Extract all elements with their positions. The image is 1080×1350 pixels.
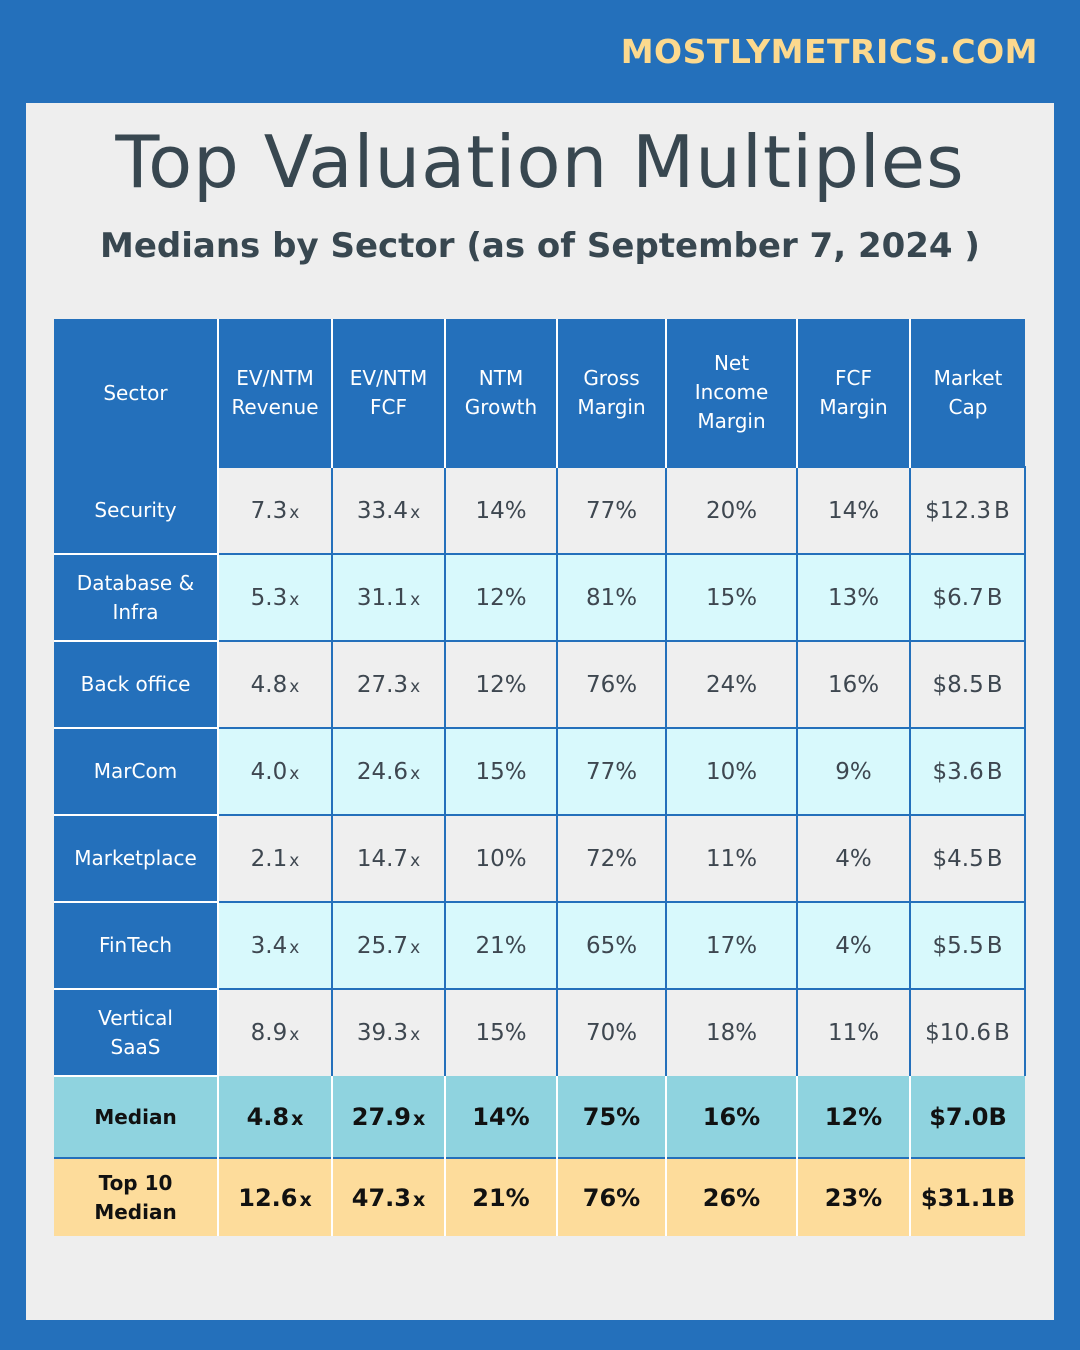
sector-cell: MarCom xyxy=(54,728,219,816)
fcf-margin-cell: 4% xyxy=(796,814,911,903)
ev-ntm-fcf-cell: 39.3 x xyxy=(331,988,446,1076)
table-row: Security 7.3 x 33.4 x 14% 77% 20% 14% $12.3 B xyxy=(54,466,1026,555)
table-row: MarCom 4.0 x 24.6 x 15% 77% 10% 9% $3.6 B xyxy=(54,727,1026,816)
sector-cell: Vertical SaaS xyxy=(54,989,219,1077)
sector-cell: Back office xyxy=(54,641,219,729)
sector-cell: Database & Infra xyxy=(54,554,219,642)
ev-ntm-revenue-cell: 4.8 x xyxy=(217,640,333,729)
top10-fcf-margin: 23% xyxy=(797,1157,911,1236)
median-ev-fcf: 27.9 x xyxy=(332,1076,446,1158)
ev-ntm-fcf-cell: 24.6 x xyxy=(331,727,446,816)
gross-margin-cell: 76% xyxy=(556,640,667,729)
table-row: Vertical SaaS 8.9 x 39.3 x 15% 70% 18% 11% $10.6 B xyxy=(54,988,1026,1077)
table-header-row: Sector EV/NTM Revenue EV/NTM FCF NTM Growth… xyxy=(54,319,1025,467)
fcf-margin-cell: 14% xyxy=(796,466,911,555)
col-header-fcf-margin: FCF Margin xyxy=(797,319,911,467)
sector-cell: Marketplace xyxy=(54,815,219,903)
top10-median-label: Top 10 Median xyxy=(54,1157,219,1236)
gross-margin-cell: 70% xyxy=(556,988,667,1076)
ev-ntm-revenue-cell: 3.4 x xyxy=(217,901,333,990)
median-row: Median 4.8 x 27.9 x 14% 75% 16% 12% $7.0B xyxy=(54,1076,1025,1158)
ev-ntm-revenue-cell: 2.1 x xyxy=(217,814,333,903)
median-label: Median xyxy=(54,1076,219,1158)
market-cap-cell: $12.3 B xyxy=(909,466,1026,555)
table-row: Back office 4.8 x 27.3 x 12% 76% 24% 16% $8.5 B xyxy=(54,640,1026,729)
col-header-sector: Sector xyxy=(54,319,219,467)
page-title: Top Valuation Multiples xyxy=(115,120,965,204)
ntm-growth-cell: 15% xyxy=(444,988,558,1076)
ntm-growth-cell: 15% xyxy=(444,727,558,816)
ev-ntm-fcf-cell: 25.7 x xyxy=(331,901,446,990)
ev-ntm-revenue-cell: 7.3 x xyxy=(217,466,333,555)
top10-gross-margin: 76% xyxy=(557,1157,667,1236)
median-ntm-growth: 14% xyxy=(445,1076,558,1158)
ev-ntm-revenue-cell: 8.9 x xyxy=(217,988,333,1076)
top10-ev-revenue: 12.6 x xyxy=(218,1157,333,1236)
net-income-margin-cell: 24% xyxy=(665,640,798,729)
market-cap-cell: $4.5 B xyxy=(909,814,1026,903)
top10-market-cap: $31.1B xyxy=(910,1157,1025,1236)
median-net-income-margin: 16% xyxy=(666,1076,798,1158)
net-income-margin-cell: 20% xyxy=(665,466,798,555)
market-cap-cell: $5.5 B xyxy=(909,901,1026,990)
col-header-ev-ntm-fcf: EV/NTM FCF xyxy=(332,319,446,467)
sector-cell: FinTech xyxy=(54,902,219,990)
col-header-net-income-margin: Net Income Margin xyxy=(666,319,798,467)
table-row: FinTech 3.4 x 25.7 x 21% 65% 17% 4% $5.5 B xyxy=(54,901,1026,990)
ntm-growth-cell: 12% xyxy=(444,640,558,729)
top10-ev-fcf: 47.3 x xyxy=(332,1157,446,1236)
median-market-cap: $7.0B xyxy=(910,1076,1025,1158)
table-row: Marketplace 2.1 x 14.7 x 10% 72% 11% 4% $4.5 B xyxy=(54,814,1026,903)
col-header-gross-margin: Gross Margin xyxy=(557,319,667,467)
table-row: Database & Infra 5.3 x 31.1 x 12% 81% 15% 13% $6.7… xyxy=(54,553,1026,642)
ntm-growth-cell: 10% xyxy=(444,814,558,903)
page-subtitle: Medians by Sector (as of September 7, 20… xyxy=(100,226,980,266)
median-ev-revenue: 4.8 x xyxy=(218,1076,333,1158)
market-cap-cell: $8.5 B xyxy=(909,640,1026,729)
col-header-ev-ntm-revenue: EV/NTM Revenue xyxy=(218,319,333,467)
gross-margin-cell: 72% xyxy=(556,814,667,903)
ntm-growth-cell: 21% xyxy=(444,901,558,990)
ev-ntm-fcf-cell: 31.1 x xyxy=(331,553,446,642)
gross-margin-cell: 77% xyxy=(556,466,667,555)
fcf-margin-cell: 9% xyxy=(796,727,911,816)
net-income-margin-cell: 17% xyxy=(665,901,798,990)
top10-median-row: Top 10 Median 12.6 x 47.3 x 21% 76% 26% 23%… xyxy=(54,1157,1025,1236)
ev-ntm-fcf-cell: 27.3 x xyxy=(331,640,446,729)
fcf-margin-cell: 4% xyxy=(796,901,911,990)
sector-cell: Security xyxy=(54,467,219,555)
ev-ntm-revenue-cell: 4.0 x xyxy=(217,727,333,816)
market-cap-cell: $6.7 B xyxy=(909,553,1026,642)
fcf-margin-cell: 16% xyxy=(796,640,911,729)
ntm-growth-cell: 12% xyxy=(444,553,558,642)
brand-logo-text: MOSTLYMETRICS.COM xyxy=(620,32,1038,71)
market-cap-cell: $3.6 B xyxy=(909,727,1026,816)
fcf-margin-cell: 11% xyxy=(796,988,911,1076)
gross-margin-cell: 77% xyxy=(556,727,667,816)
top10-ntm-growth: 21% xyxy=(445,1157,558,1236)
market-cap-cell: $10.6 B xyxy=(909,988,1026,1076)
ntm-growth-cell: 14% xyxy=(444,466,558,555)
col-header-ntm-growth: NTM Growth xyxy=(445,319,558,467)
fcf-margin-cell: 13% xyxy=(796,553,911,642)
ev-ntm-revenue-cell: 5.3 x xyxy=(217,553,333,642)
valuation-table: Sector EV/NTM Revenue EV/NTM FCF NTM Growth… xyxy=(54,319,1026,1236)
median-fcf-margin: 12% xyxy=(797,1076,911,1158)
net-income-margin-cell: 18% xyxy=(665,988,798,1076)
net-income-margin-cell: 11% xyxy=(665,814,798,903)
col-header-market-cap: Market Cap xyxy=(910,319,1025,467)
ev-ntm-fcf-cell: 33.4 x xyxy=(331,466,446,555)
ev-ntm-fcf-cell: 14.7 x xyxy=(331,814,446,903)
median-gross-margin: 75% xyxy=(557,1076,667,1158)
top10-net-income-margin: 26% xyxy=(666,1157,798,1236)
net-income-margin-cell: 10% xyxy=(665,727,798,816)
gross-margin-cell: 81% xyxy=(556,553,667,642)
net-income-margin-cell: 15% xyxy=(665,553,798,642)
gross-margin-cell: 65% xyxy=(556,901,667,990)
